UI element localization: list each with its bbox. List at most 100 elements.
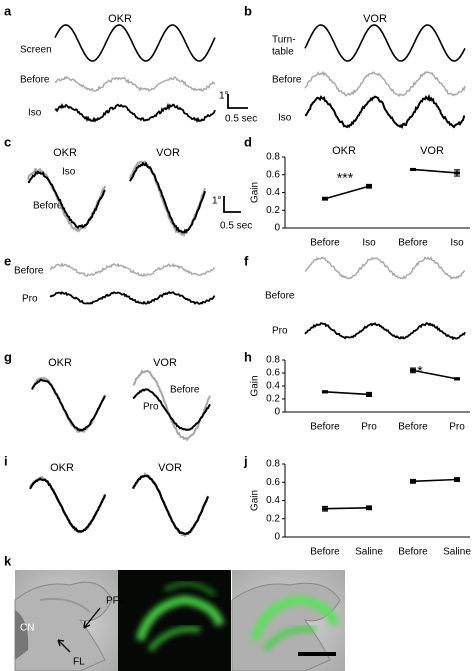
trace: [54, 75, 216, 92]
panel-label: e: [4, 253, 11, 268]
panel-title: VOR: [156, 147, 180, 159]
x-tick-label: Before: [310, 547, 340, 558]
point: [454, 478, 460, 482]
panel-label: d: [244, 134, 252, 149]
series-line: [412, 369, 458, 380]
panel-title: OKR: [108, 13, 132, 25]
trace: [304, 255, 466, 280]
panel-title: OKR: [48, 357, 72, 369]
point: [322, 197, 328, 201]
scale-label: 1°: [212, 196, 222, 207]
trace-label: Before: [265, 291, 295, 302]
panel-title: VOR: [363, 13, 387, 25]
trace: [49, 262, 216, 277]
trace: [54, 24, 216, 62]
x-tick-label: Iso: [450, 238, 464, 249]
label-pfl: PFL: [106, 596, 125, 607]
trace-label: Iso: [28, 108, 42, 119]
y-tick-label: 0.2: [266, 513, 280, 524]
point: [410, 167, 416, 171]
y-tick-label: 0.6: [266, 477, 280, 488]
scale-label: 1°: [219, 91, 229, 102]
scale-label: 0.5 sec: [225, 114, 257, 125]
x-tick-label: Before: [398, 238, 428, 249]
trace: [132, 471, 209, 538]
y-axis-label: Gain: [250, 375, 261, 396]
x-tick-label: Saline: [443, 547, 471, 558]
x-tick-label: Iso: [362, 238, 376, 249]
panel-label: h: [244, 349, 252, 364]
y-tick-label: 0.8: [266, 459, 280, 470]
point: [366, 392, 372, 396]
x-tick-label: Before: [398, 422, 428, 433]
panel-title: VOR: [153, 357, 177, 369]
x-tick-label: Before: [398, 547, 428, 558]
trace: [27, 170, 106, 229]
panel-label: g: [4, 349, 12, 364]
series-line: [324, 391, 370, 396]
trace-label: Before: [272, 75, 302, 86]
trace: [132, 369, 211, 442]
x-tick-label: Before: [310, 238, 340, 249]
scale-bars: [223, 94, 248, 213]
x-tick-label: Saline: [355, 547, 383, 558]
trace-label: table: [272, 47, 294, 58]
panel-label: j: [243, 453, 248, 468]
scale-label: 0.5 sec: [220, 221, 252, 232]
x-tick-label: Pro: [361, 422, 377, 433]
x-tick-label: Pro: [449, 422, 465, 433]
y-tick-label: 0.6: [266, 169, 280, 180]
series-line: [324, 185, 370, 200]
significance: *: [417, 363, 423, 379]
trace-label: Pro: [143, 402, 159, 413]
panel-label: a: [4, 3, 12, 18]
trace: [129, 160, 206, 238]
y-tick-label: 0.8: [266, 355, 280, 366]
trace-label: Before: [14, 266, 44, 277]
trace-label: Pro: [22, 294, 38, 305]
panel-label: b: [244, 3, 252, 18]
panel-label: f: [244, 253, 249, 268]
point: [322, 390, 328, 394]
series-line: [324, 507, 370, 510]
trace: [49, 291, 216, 305]
trace: [304, 70, 466, 98]
trace-label: Iso: [62, 167, 76, 178]
label-cn: CN: [20, 623, 34, 634]
trace: [131, 474, 210, 535]
trace-label: Before: [33, 201, 63, 212]
panel-label: k: [4, 553, 12, 568]
series-line: [412, 478, 458, 483]
series-label: VOR: [420, 145, 444, 157]
micrograph-brightfield: [14, 570, 118, 671]
point: [366, 506, 372, 510]
y-axis-label: Gain: [250, 182, 261, 203]
y-tick-label: 0.2: [266, 205, 280, 216]
y-axis-label: Gain: [250, 490, 261, 511]
micrograph-merge: [231, 570, 345, 671]
y-tick-label: 0: [274, 532, 280, 543]
significance: ***: [337, 170, 354, 186]
point: [322, 507, 328, 511]
trace: [31, 378, 106, 432]
label-fl: FL: [73, 657, 85, 668]
point: [410, 479, 416, 483]
x-tick-label: Before: [310, 422, 340, 433]
series-label: OKR: [332, 145, 356, 157]
y-tick-label: 0.4: [266, 495, 280, 506]
point: [454, 171, 460, 175]
panel-title: OKR: [50, 462, 74, 474]
trace: [304, 322, 466, 341]
trace: [29, 476, 106, 534]
trace: [129, 161, 206, 234]
y-tick-label: 0: [274, 223, 280, 234]
trace-label: Turn-: [272, 35, 296, 46]
trace-label: Before: [170, 385, 200, 396]
y-tick-label: 0.2: [266, 394, 280, 405]
micrograph-fluorescence: [118, 570, 231, 671]
trace: [54, 102, 216, 123]
trace-label: Before: [20, 75, 50, 86]
y-tick-label: 0: [274, 407, 280, 418]
point: [410, 368, 416, 372]
